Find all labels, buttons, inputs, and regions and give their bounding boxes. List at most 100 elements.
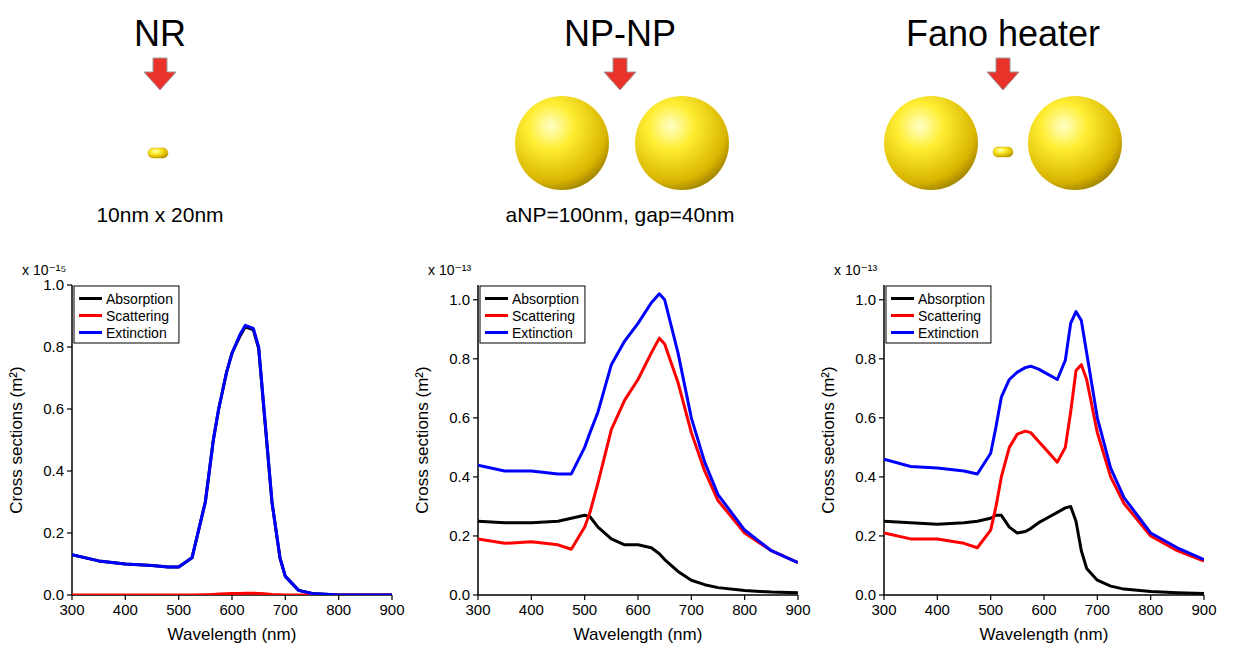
x-tick: [637, 595, 638, 600]
legend-swatch: [79, 297, 102, 300]
nanosphere: [515, 96, 609, 190]
y-tick-label: 0.8: [43, 338, 64, 355]
y-tick-label: 0.4: [43, 462, 64, 479]
x-axis-title: Wavelength (nm): [168, 625, 297, 644]
series-line: [478, 338, 798, 562]
y-tick: [67, 532, 72, 533]
y-tick-label: 0.2: [43, 524, 64, 541]
legend: AbsorptionScatteringExtinction: [886, 286, 991, 343]
x-tick: [883, 595, 884, 600]
x-tick: [391, 595, 392, 600]
x-tick-label: 900: [785, 601, 810, 618]
legend-swatch: [79, 314, 102, 317]
y-tick: [473, 476, 478, 477]
x-tick-label: 300: [871, 601, 896, 618]
x-tick-label: 500: [572, 601, 597, 618]
y-tick: [879, 358, 884, 359]
x-tick: [1150, 595, 1151, 600]
y-axis-title: Cross sections (m²): [7, 366, 26, 513]
x-tick-label: 600: [625, 601, 650, 618]
y-axis-title: Cross sections (m²): [413, 366, 432, 513]
panel-title: Fano heater: [906, 13, 1100, 54]
legend-swatch: [485, 331, 508, 334]
y-tick: [67, 284, 72, 285]
x-tick-label: 400: [113, 601, 138, 618]
y-tick-label: 0.8: [449, 350, 470, 367]
x-tick-label: 500: [166, 601, 191, 618]
y-tick: [473, 299, 478, 300]
x-tick-label: 700: [273, 601, 298, 618]
series-line: [72, 325, 392, 595]
legend-label: Absorption: [512, 291, 579, 307]
x-tick: [125, 595, 126, 600]
plot-2: 0.00.20.40.60.81.0300400500600700800900W…: [819, 262, 1217, 644]
y-tick: [67, 346, 72, 347]
x-tick: [531, 595, 532, 600]
nanosphere: [635, 96, 729, 190]
legend-swatch: [79, 331, 102, 334]
x-tick-label: 500: [978, 601, 1003, 618]
legend-label: Scattering: [106, 308, 169, 324]
x-tick-label: 700: [1085, 601, 1110, 618]
series-line: [884, 312, 1204, 560]
y-axis: [477, 285, 479, 595]
x-tick: [990, 595, 991, 600]
legend-label: Scattering: [512, 308, 575, 324]
x-tick: [231, 595, 232, 600]
y-axis-title: Cross sections (m²): [819, 366, 838, 513]
x-tick-label: 400: [519, 601, 544, 618]
x-tick-label: 600: [1031, 601, 1056, 618]
y-tick: [67, 594, 72, 595]
series-line: [884, 365, 1204, 561]
light-arrow: [604, 58, 636, 90]
y-tick: [879, 594, 884, 595]
panel-title: NR: [134, 13, 186, 54]
legend-swatch: [891, 297, 914, 300]
x-tick: [1043, 595, 1044, 600]
y-tick: [473, 535, 478, 536]
x-tick-label: 900: [379, 601, 404, 618]
legend-box: [74, 286, 179, 343]
series-line: [72, 327, 392, 595]
y-tick-label: 0.6: [43, 400, 64, 417]
series-line: [478, 515, 798, 592]
nanorod: [148, 148, 168, 158]
x-tick-label: 700: [679, 601, 704, 618]
y-tick-label: 0.4: [855, 468, 876, 485]
x-tick-label: 800: [732, 601, 757, 618]
y-tick: [473, 417, 478, 418]
panel-subtitle: aNP=100nm, gap=40nm: [506, 203, 735, 226]
legend-label: Extinction: [512, 325, 573, 341]
legend-swatch: [891, 331, 914, 334]
series-group: [884, 312, 1204, 594]
x-tick-label: 600: [219, 601, 244, 618]
light-arrow: [144, 58, 176, 90]
x-tick: [691, 595, 692, 600]
legend-label: Absorption: [918, 291, 985, 307]
x-tick-label: 300: [59, 601, 84, 618]
panel-subtitle: 10nm x 20nm: [96, 203, 223, 226]
figure: NR10nm x 20nm0.00.20.40.60.81.0300400500…: [0, 0, 1236, 657]
legend-label: Absorption: [106, 291, 173, 307]
legend-swatch: [891, 314, 914, 317]
series-line: [884, 506, 1204, 593]
y-scale-label: x 10⁻¹³: [428, 262, 472, 278]
x-tick: [797, 595, 798, 600]
x-tick: [285, 595, 286, 600]
y-tick: [879, 476, 884, 477]
nanosphere: [1028, 96, 1122, 190]
x-tick: [1203, 595, 1204, 600]
y-tick-label: 1.0: [855, 291, 876, 308]
series-group: [478, 294, 798, 593]
legend-label: Scattering: [918, 308, 981, 324]
x-axis-title: Wavelength (nm): [980, 625, 1109, 644]
x-tick: [338, 595, 339, 600]
y-tick: [67, 408, 72, 409]
x-tick: [477, 595, 478, 600]
y-tick: [473, 594, 478, 595]
x-tick: [71, 595, 72, 600]
y-tick-label: 0.2: [855, 527, 876, 544]
legend: AbsorptionScatteringExtinction: [74, 286, 179, 343]
y-scale-label: x 10⁻¹⁵: [22, 262, 66, 278]
y-tick: [473, 358, 478, 359]
